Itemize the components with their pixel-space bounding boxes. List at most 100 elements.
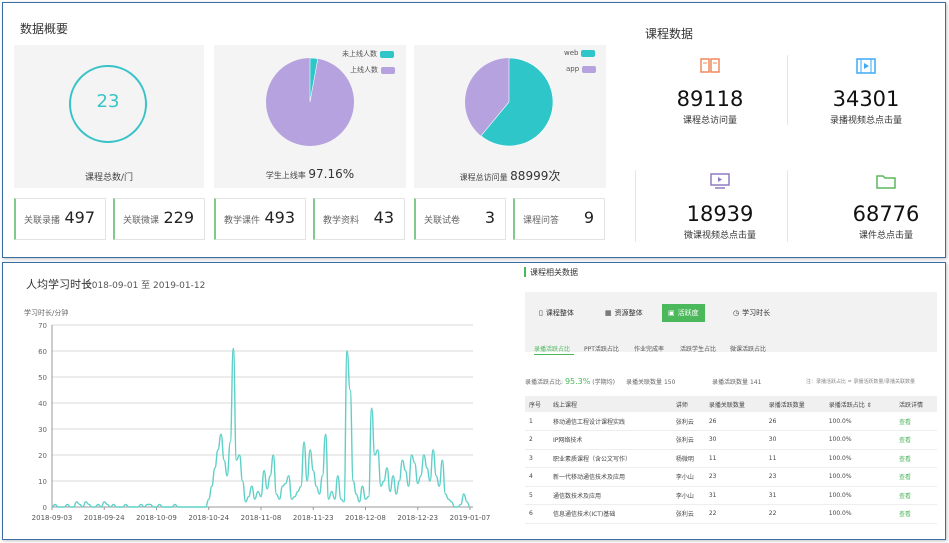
y-tick-label: 70 xyxy=(38,322,47,330)
x-tick-label: 2018-09-03 xyxy=(32,514,73,522)
table-row: 5 通信数技术及应用 李小山 31 31 100.0% 查看 xyxy=(525,486,937,505)
course-related-title: 课程相关数据 xyxy=(530,268,578,277)
y-tick-label: 20 xyxy=(38,452,47,460)
divider xyxy=(635,170,636,242)
pie-slice-offline xyxy=(309,58,319,103)
view-link[interactable]: 查看 xyxy=(895,504,937,524)
legend-online-label: 上线人数 xyxy=(350,66,378,74)
table-cell: 100.0% xyxy=(824,412,895,431)
subtab-homework[interactable]: 作业完成率 xyxy=(634,346,665,353)
table-cell: 2 xyxy=(525,430,549,450)
tab-label: 活跃度 xyxy=(677,309,699,317)
visit-label: 课程总访问量 xyxy=(459,173,508,182)
stat-value: 43 xyxy=(373,208,394,227)
metric-microcourse-clicks: 18939 微课视频总点击量 xyxy=(645,172,795,241)
stat-courseware[interactable]: 教学课件 493 xyxy=(214,198,306,240)
stat-linked-microcourses[interactable]: 关联微课 229 xyxy=(113,198,205,240)
metric-value: 68776 xyxy=(852,202,920,226)
legend-web-label: web xyxy=(564,49,579,57)
view-link[interactable]: 查看 xyxy=(895,430,937,450)
stat-label: 课程问答 xyxy=(523,216,560,226)
subtab-recording[interactable]: 录播活跃占比 xyxy=(534,346,571,353)
legend-offline-label: 未上线人数 xyxy=(342,50,377,58)
table-cell: 30 xyxy=(704,430,765,450)
stat-value: 493 xyxy=(264,208,295,227)
tab-label: 学习时长 xyxy=(742,309,771,317)
table-cell: 100.0% xyxy=(824,467,895,487)
subtab-underline xyxy=(534,354,574,355)
tab-activity[interactable]: ▣ 活跃度 xyxy=(662,304,705,322)
table-cell: 5 xyxy=(525,486,549,505)
table-cell: 11 xyxy=(704,449,765,468)
table-header-row: 序号 线上课程 讲师 录播关联数量 录播活跃数量 录播活跃占比 ⇕ 活跃详情 xyxy=(525,396,937,412)
info-linked: 录播关联数量 150 xyxy=(626,377,675,386)
x-tick-label: 2018-11-23 xyxy=(293,514,334,522)
tab-course-overall[interactable]: ▯ 课程整体 xyxy=(533,304,580,322)
tab-resource-overall[interactable]: ▦ 资源整体 xyxy=(599,304,649,322)
online-rate-value: 97.16% xyxy=(308,167,355,181)
info-rate: 录播活跃占比: 95.3% (学期均) xyxy=(525,377,615,386)
table-cell: 22 xyxy=(764,504,825,524)
view-link[interactable]: 查看 xyxy=(895,486,937,505)
x-tick-label: 2018-10-24 xyxy=(188,514,229,522)
stat-label: 教学资料 xyxy=(323,216,360,226)
table-header[interactable]: 录播活跃占比 ⇕ xyxy=(824,396,895,412)
x-tick-label: 2018-09-24 xyxy=(84,514,125,522)
legend-online: 上线人数 xyxy=(350,65,395,75)
y-tick-label: 0 xyxy=(43,504,47,512)
table-row: 2 IP网络技术 张利云 30 30 100.0% 查看 xyxy=(525,430,937,450)
info-rate-suffix: (学期均) xyxy=(592,379,615,386)
stat-value: 9 xyxy=(583,208,594,227)
table-cell: 杨微明 xyxy=(671,449,705,468)
grid-icon: ▦ xyxy=(605,309,612,317)
x-tick-label: 2018-12-08 xyxy=(345,514,386,522)
tab-study-time[interactable]: ◷ 学习时长 xyxy=(727,304,776,322)
info-note: 注：录播活跃占比 = 录播活跃数量/录播关联数量 xyxy=(806,379,916,385)
study-time-line xyxy=(51,347,471,508)
view-link[interactable]: 查看 xyxy=(895,467,937,487)
info-rate-label: 录播活跃占比: xyxy=(525,379,564,386)
clock-icon: ◷ xyxy=(733,309,740,317)
subtab-ppt[interactable]: PPT活跃占比 xyxy=(584,346,619,353)
folder-icon xyxy=(876,175,896,189)
view-link[interactable]: 查看 xyxy=(895,412,937,431)
legend-offline-swatch xyxy=(380,50,394,58)
table-cell: 李小山 xyxy=(671,467,705,487)
view-link[interactable]: 查看 xyxy=(895,449,937,468)
table-row: 6 信息通信技术(ICT)基础 张利云 22 22 100.0% 查看 xyxy=(525,504,937,524)
tab-bar: ▯ 课程整体 ▦ 资源整体 ▣ 活跃度 ◷ 学习时长 xyxy=(525,292,937,352)
table-cell: 100.0% xyxy=(824,430,895,450)
subtab-microcourse[interactable]: 微课活跃占比 xyxy=(730,346,767,353)
stat-label: 关联微课 xyxy=(123,216,160,226)
table-cell: 31 xyxy=(704,486,765,505)
table-cell: 李小山 xyxy=(671,486,705,505)
visit-card: web app 课程总访问量 88999次 xyxy=(414,45,606,188)
online-rate-line: 学生上线率 97.16% xyxy=(214,167,406,181)
book-icon xyxy=(700,58,720,73)
x-tick-label: 2019-01-07 xyxy=(450,514,491,522)
table-header: 录播活跃数量 xyxy=(764,396,825,412)
table-header: 讲师 xyxy=(671,396,705,412)
subtab-active-students[interactable]: 活跃学生占比 xyxy=(680,346,717,353)
stat-materials[interactable]: 教学资料 43 xyxy=(313,198,405,240)
tab-label: 课程整体 xyxy=(545,309,574,317)
stat-linked-recordings[interactable]: 关联录播 497 xyxy=(14,198,106,240)
legend-web: web xyxy=(564,49,596,57)
table-cell: 6 xyxy=(525,504,549,524)
table-cell: 1 xyxy=(525,412,549,431)
chart-ylabel: 学习时长/分钟 xyxy=(24,309,69,317)
study-title: 人均学习时长 xyxy=(26,278,92,291)
table-cell: 26 xyxy=(704,412,765,431)
table-cell: 23 xyxy=(764,467,825,487)
stat-qa[interactable]: 课程问答 9 xyxy=(513,198,605,240)
visit-value: 88999次 xyxy=(510,169,561,183)
metric-courseware-clicks: 68776 课件总点击量 xyxy=(811,172,949,241)
metric-value: 89118 xyxy=(676,87,744,111)
metric-value: 34301 xyxy=(832,87,900,111)
stat-label: 关联试卷 xyxy=(424,216,461,226)
info-active-label: 录播活跃数量 xyxy=(712,379,749,386)
info-active-value: 141 xyxy=(749,379,762,386)
legend-app-swatch xyxy=(582,65,597,73)
stat-exams[interactable]: 关联试卷 3 xyxy=(414,198,506,240)
